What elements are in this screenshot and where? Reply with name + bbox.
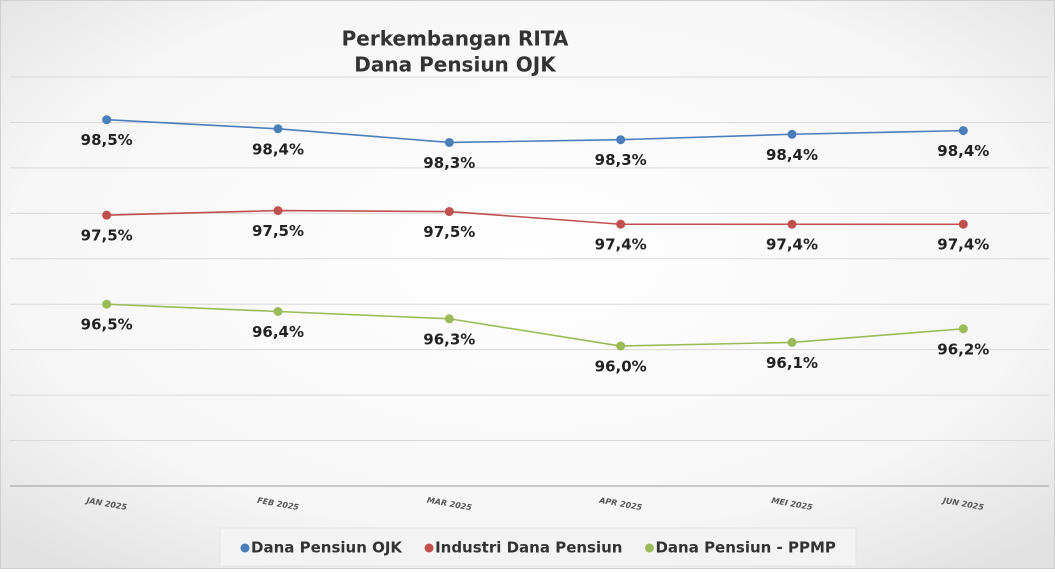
data-point bbox=[444, 314, 454, 324]
data-label: 96,1% bbox=[766, 354, 818, 372]
data-label: 96,3% bbox=[423, 330, 475, 348]
data-point bbox=[102, 115, 112, 125]
data-point bbox=[102, 210, 112, 220]
chart-title: Dana Pensiun OJK bbox=[354, 53, 557, 77]
data-point bbox=[787, 337, 797, 347]
legend-marker bbox=[240, 543, 250, 553]
data-label: 96,0% bbox=[595, 358, 647, 376]
legend-label: Industri Dana Pensiun bbox=[435, 539, 622, 557]
data-label: 98,3% bbox=[423, 154, 475, 172]
data-point bbox=[273, 306, 283, 316]
legend-label: Dana Pensiun OJK bbox=[251, 539, 403, 557]
data-point bbox=[958, 126, 968, 136]
data-label: 98,3% bbox=[595, 151, 647, 169]
data-point bbox=[444, 207, 454, 217]
data-point bbox=[616, 219, 626, 229]
data-point bbox=[787, 219, 797, 229]
data-point bbox=[273, 124, 283, 134]
data-label: 97,4% bbox=[766, 236, 818, 254]
data-label: 97,5% bbox=[423, 223, 475, 241]
data-point bbox=[958, 324, 968, 334]
data-point bbox=[787, 129, 797, 139]
data-label: 98,4% bbox=[766, 146, 818, 164]
legend-box bbox=[219, 527, 857, 567]
data-label: 98,4% bbox=[937, 142, 989, 160]
data-label: 97,5% bbox=[81, 227, 133, 245]
legend-marker bbox=[644, 543, 654, 553]
legend-marker bbox=[424, 543, 434, 553]
data-point bbox=[102, 299, 112, 309]
series-line bbox=[106, 303, 964, 347]
data-point bbox=[616, 135, 626, 145]
data-label: 98,5% bbox=[81, 131, 133, 149]
data-label: 96,2% bbox=[937, 340, 989, 358]
data-point bbox=[616, 341, 626, 351]
data-label: 97,4% bbox=[937, 236, 989, 254]
data-point bbox=[958, 219, 968, 229]
data-label: 97,5% bbox=[252, 222, 304, 240]
data-point bbox=[273, 206, 283, 216]
data-label: 96,5% bbox=[81, 316, 133, 334]
data-point bbox=[444, 137, 454, 147]
data-label: 97,4% bbox=[595, 236, 647, 254]
series-line bbox=[106, 118, 964, 144]
data-label: 98,4% bbox=[252, 140, 304, 158]
data-label: 96,4% bbox=[252, 323, 304, 341]
series-line bbox=[106, 209, 964, 226]
chart-title: Perkembangan RITA bbox=[342, 27, 569, 51]
legend-label: Dana Pensiun - PPMP bbox=[655, 539, 835, 557]
